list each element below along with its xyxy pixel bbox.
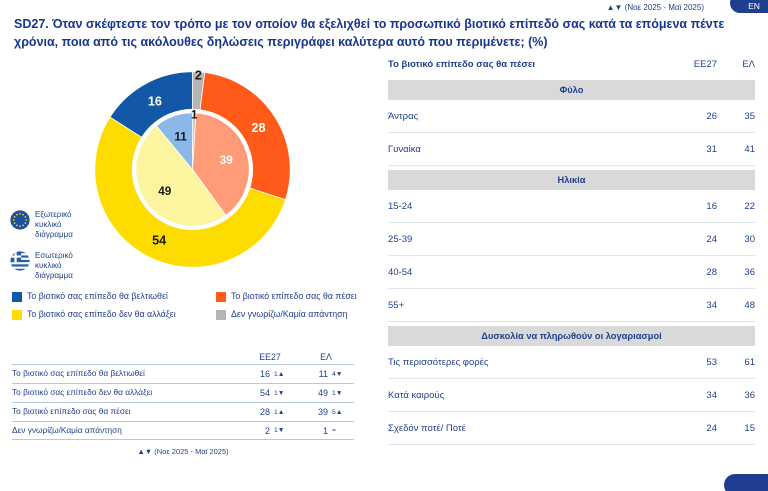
question-title: SD27. Όταν σκέφτεστε τον τρόπο με τον οπ… <box>14 17 725 49</box>
pie-value-label: 28 <box>251 121 265 135</box>
legend-item-dk: Δεν γνωρίζω/Καμία απάντηση <box>216 309 372 321</box>
pie-value-label: 54 <box>152 234 166 248</box>
table-row: 25-39 24 30 <box>388 223 755 256</box>
section-band-gender: Φύλο <box>388 80 755 100</box>
table-row: Άντρας 26 35 <box>388 100 755 133</box>
trend-change: 1▼ <box>332 389 343 397</box>
pie-value-label: 49 <box>158 185 172 198</box>
pie-slice-inner-2 <box>135 125 227 227</box>
section-band-age: Ηλικία <box>388 170 755 190</box>
pie-value-label: 1 <box>191 109 198 122</box>
pie-slice-inner-1 <box>192 112 250 216</box>
summary-row: Το βιοτικό επίπεδο σας θα πέσει 28 1▲ 39… <box>12 402 354 421</box>
category-legend: Το βιοτικό σας επίπεδο θα βελτιωθεί Το β… <box>12 291 374 321</box>
legend-swatch-fall <box>216 292 226 302</box>
summary-col-el: ΕΛ <box>320 351 332 362</box>
demographics-col-el: ΕΛ <box>742 58 755 70</box>
trend-change: 1▲ <box>274 408 285 416</box>
summary-col-ee27: ΕΕ27 <box>259 351 281 362</box>
demographics-header: Το βιοτικό επίπεδο σας θα πέσει ΕΕ27 ΕΛ <box>388 52 755 76</box>
ring-legend-outer: Εξωτερικό κυκλικό διάγραμμα <box>10 210 90 240</box>
trend-change: 1▲ <box>274 370 285 378</box>
trend-change: 5▲ <box>332 408 343 416</box>
legend-item-fall: Το βιοτικό επίπεδο σας θα πέσει <box>216 291 372 302</box>
eu-flag-icon <box>10 210 30 230</box>
table-row: Κατά καιρούς 34 36 <box>388 379 755 412</box>
legend-swatch-same <box>12 310 22 321</box>
table-row: Σχεδόν ποτέ/ Ποτέ 24 15 <box>388 412 755 445</box>
summary-row: Το βιοτικό σας επίπεδο θα βελτιωθεί 16 1… <box>12 364 354 383</box>
table-row: 15-24 16 22 <box>388 190 755 223</box>
ring-legend: Εξωτερικό κυκλικό διάγραμμα Εσωτερικό κυ… <box>10 210 90 281</box>
legend-item-same: Το βιοτικό σας επίπεδο δεν θα αλλάξει <box>12 309 212 321</box>
table-row: 40-54 28 36 <box>388 256 755 289</box>
legend-item-improve: Το βιοτικό σας επίπεδο θα βελτιωθεί <box>12 291 212 302</box>
pie-slice-inner-3 <box>155 112 193 171</box>
table-row: Τις περισσότερες φορές 53 61 <box>388 346 755 379</box>
pie-value-label: 16 <box>148 94 162 108</box>
ring-legend-inner: Εσωτερικό κυκλικό διάγραμμα <box>10 251 90 281</box>
demographics-title: Το βιοτικό επίπεδο σας θα πέσει <box>388 58 535 70</box>
table-row: Γυναίκα 31 41 <box>388 133 755 166</box>
trend-change: 4▼ <box>332 370 343 378</box>
demographics-table: Το βιοτικό επίπεδο σας θα πέσει ΕΕ27 ΕΛ … <box>388 52 755 445</box>
trend-change: 1▼ <box>274 427 285 434</box>
ring-legend-outer-label: Εξωτερικό κυκλικό διάγραμμα <box>35 210 73 239</box>
bottom-right-pill-button[interactable] <box>724 474 768 491</box>
summary-row: Δεν γνωρίζω/Καμία απάντηση 2 1▼ 1 = <box>12 421 354 440</box>
legend-label-fall: Το βιοτικό επίπεδο σας θα πέσει <box>231 291 357 301</box>
legend-label-same: Το βιοτικό σας επίπεδο δεν θα αλλάξει <box>27 309 176 320</box>
pie-value-label: 11 <box>174 131 187 144</box>
demographics-col-ee27: ΕΕ27 <box>693 58 717 70</box>
section-band-bills: Δυσκολία να πληρωθούν οι λογαριασμοί <box>388 326 755 346</box>
legend-label-dk: Δεν γνωρίζω/Καμία απάντηση <box>231 309 348 320</box>
trend-change: 1▼ <box>274 389 285 397</box>
summary-row: Το βιοτικό σας επίπεδο δεν θα αλλάξει 54… <box>12 383 354 402</box>
trend-change: = <box>332 427 336 434</box>
legend-swatch-improve <box>12 292 22 302</box>
double-pie-chart: 2 28 54 16 1 39 49 11 <box>94 68 291 268</box>
trend-note-bottom: ▲▼ (Νοε 2025 - Μαϊ 2025) <box>137 447 229 456</box>
summary-table: ΕΕ27 ΕΛ Το βιοτικό σας επίπεδο θα βελτιω… <box>12 349 354 456</box>
language-button[interactable]: EN <box>730 0 768 13</box>
legend-swatch-dk <box>216 310 226 321</box>
ring-legend-inner-label: Εσωτερικό κυκλικό διάγραμμα <box>35 251 73 280</box>
pie-value-label: 39 <box>220 154 234 167</box>
pie-value-label: 2 <box>195 68 202 82</box>
legend-label-improve: Το βιοτικό σας επίπεδο θα βελτιωθεί <box>27 291 168 301</box>
table-row: 55+ 34 48 <box>388 289 755 322</box>
trend-note-top: ▲▼ (Νοε 2025 - Μαϊ 2025) <box>606 3 704 12</box>
greece-flag-icon <box>10 251 30 271</box>
summary-header: ΕΕ27 ΕΛ <box>12 349 354 364</box>
